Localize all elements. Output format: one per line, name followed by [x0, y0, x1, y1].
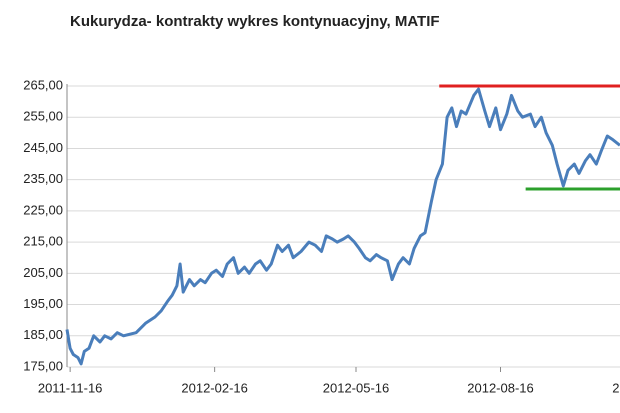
y-tick-label: 255,00 — [23, 109, 63, 124]
y-tick-label: 175,00 — [23, 358, 63, 373]
y-tick-label: 215,00 — [23, 234, 63, 249]
y-tick-label: 245,00 — [23, 140, 63, 155]
y-tick-label: 205,00 — [23, 265, 63, 280]
x-tick-label: 2012-11-16 — [612, 380, 620, 395]
y-tick-label: 185,00 — [23, 327, 63, 342]
y-tick-label: 225,00 — [23, 202, 63, 217]
y-tick-label: 265,00 — [23, 77, 63, 92]
y-tick-label: 235,00 — [23, 171, 63, 186]
price-line — [65, 87, 620, 366]
chart-title: Kukurydza- kontrakty wykres kontynuacyjn… — [70, 13, 440, 30]
x-tick-label: 2011-11-16 — [38, 380, 103, 395]
y-tick-label: 195,00 — [23, 296, 63, 311]
x-tick-label: 2012-02-16 — [181, 380, 248, 395]
x-tick-label: 2012-05-16 — [323, 380, 390, 395]
x-tick-label: 2012-08-16 — [467, 380, 534, 395]
